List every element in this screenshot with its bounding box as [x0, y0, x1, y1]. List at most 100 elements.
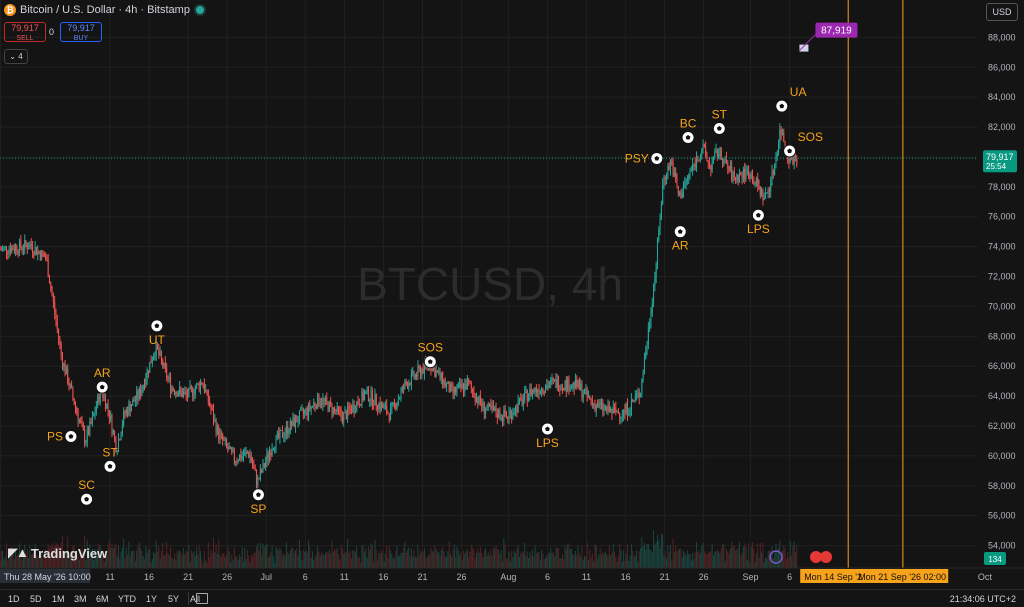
volume-bar [655, 541, 657, 568]
annotation-st[interactable]: ST [102, 445, 118, 473]
candle [229, 447, 231, 449]
candle [145, 379, 147, 387]
candle [520, 397, 522, 399]
candle [400, 390, 402, 398]
candle [236, 461, 238, 463]
candle [675, 171, 677, 180]
sell-button[interactable]: 79,917 SELL [4, 22, 46, 42]
candle [244, 451, 246, 456]
range-button-1y[interactable]: 1Y [146, 594, 158, 604]
candle [435, 370, 437, 377]
event-icon[interactable] [769, 550, 783, 564]
volume-bar [117, 545, 119, 568]
volume-bar [64, 551, 66, 568]
annotation-lps[interactable]: LPS [536, 422, 559, 450]
candle [194, 388, 196, 395]
annotation-sc[interactable]: SC [78, 478, 95, 506]
range-button-ytd[interactable]: YTD [118, 594, 136, 604]
range-button-6m[interactable]: 6M [96, 594, 109, 604]
volume-bar [614, 551, 616, 568]
candle [265, 462, 267, 468]
range-button-1d[interactable]: 1D [8, 594, 20, 604]
candle [677, 187, 679, 195]
candle [607, 404, 609, 412]
volume-bar [550, 547, 552, 568]
candle [255, 470, 257, 486]
volume-bar [518, 556, 520, 568]
volume-bar [390, 550, 392, 568]
target-marker[interactable]: 87,919 [799, 22, 858, 52]
annotation-sos[interactable]: SOS [418, 341, 443, 369]
wyckoff-annotations[interactable]: PS SC AR ST UT SP SOS LPS PSY AR BC ST LPS UA SOS [47, 85, 823, 516]
candle [69, 384, 71, 387]
current-price-badge[interactable] [983, 150, 1017, 173]
buy-button[interactable]: 79,917 BUY [60, 22, 102, 42]
annotation-label: SP [250, 502, 266, 516]
volume-bar [703, 551, 705, 568]
volume-bar [643, 543, 645, 568]
volume-bar [41, 554, 43, 568]
symbol-header[interactable]: ₿ Bitcoin / U.S. Dollar · 4h · Bitstamp [4, 4, 206, 16]
volume-bar [162, 543, 164, 568]
clock[interactable]: 21:34:06 UTC+2 [949, 594, 1016, 604]
candle [512, 413, 514, 419]
volume-bar [623, 550, 625, 568]
candle [498, 410, 500, 418]
volume-bar [119, 559, 121, 568]
volume-bar [413, 549, 415, 568]
range-button-1m[interactable]: 1M [52, 594, 65, 604]
volume-bar [278, 550, 280, 568]
annotation-bc[interactable]: BC [680, 117, 697, 145]
indicators-collapse-button[interactable]: ⌄ 4 [4, 49, 28, 64]
volume-bar [17, 553, 19, 568]
candle [543, 391, 545, 393]
candle [623, 410, 625, 416]
annotation-ps[interactable]: PS [47, 429, 78, 443]
time-axis[interactable]: Thu 28 May '26 10:00 11 16 21 26 Jul 6 11 16 21 26… [0, 550, 1024, 589]
tradingview-logo[interactable]: ◤▲ TradingView [8, 545, 107, 561]
volume-bar [199, 551, 201, 568]
volume-bar [745, 547, 747, 568]
candle [624, 410, 626, 413]
candle [456, 387, 458, 393]
candle [386, 405, 388, 414]
volume-bar [158, 546, 160, 568]
range-button-3m[interactable]: 3M [74, 594, 87, 604]
candle [754, 183, 756, 185]
date-range-badge[interactable] [800, 569, 949, 583]
ball-pentagon [154, 323, 160, 328]
volume-bar [50, 545, 52, 568]
range-button-5y[interactable]: 5Y [168, 594, 180, 604]
candle [591, 400, 593, 404]
candle [349, 408, 351, 410]
economic-event-flag-icon[interactable] [810, 551, 822, 563]
annotation-ar[interactable]: AR [672, 225, 689, 253]
price-axis[interactable]: 54,000 56,000 58,000 60,000 62,000 64,000 66,0… [978, 0, 1024, 568]
economic-event-flag-icon[interactable] [820, 551, 832, 563]
calendar-icon[interactable] [196, 593, 208, 604]
candle [714, 151, 716, 157]
annotation-ar[interactable]: AR [94, 366, 111, 394]
candle [98, 395, 100, 403]
ball-pentagon [84, 496, 89, 502]
range-button-all[interactable]: All [190, 594, 201, 604]
volume-bar [59, 546, 61, 568]
annotation-psy[interactable]: PSY [625, 151, 664, 165]
candle [179, 387, 181, 394]
annotation-sos[interactable]: SOS [783, 130, 823, 158]
currency-button[interactable]: USD [986, 3, 1018, 21]
annotation-ua[interactable]: UA [775, 85, 807, 113]
annotation-label: UT [149, 333, 166, 347]
volume-bar [69, 555, 71, 568]
annotation-ut[interactable]: UT [149, 319, 166, 347]
annotation-st[interactable]: ST [712, 108, 728, 136]
annotation-lps[interactable]: LPS [747, 208, 770, 236]
range-button-5d[interactable]: 5D [30, 594, 42, 604]
volume-bar [4, 556, 6, 568]
ball-pentagon [256, 492, 261, 497]
candle [361, 391, 363, 406]
vertical-lines[interactable] [847, 0, 904, 568]
annotation-sp[interactable]: SP [250, 488, 266, 516]
annotation-label: PSY [625, 151, 649, 165]
